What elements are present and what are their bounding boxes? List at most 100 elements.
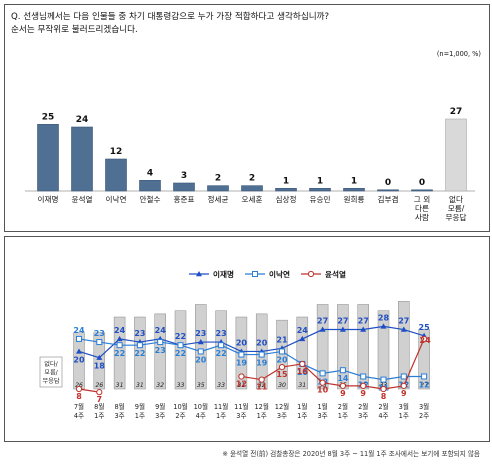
series-1-label-10: 20 — [276, 355, 288, 364]
bar-value-label-3: 4 — [147, 168, 153, 178]
bar-category-label-1: 윤석열 — [72, 194, 93, 204]
series-0-label-6: 23 — [195, 329, 206, 338]
none-bar-value-1: 26 — [95, 382, 103, 389]
top-bar-chart-panel: Q. 선생님께서는 다음 인물들 중 차기 대통령감으로 누가 가장 적합하다고… — [4, 4, 490, 232]
x-label-12-1: 3주 — [317, 412, 327, 420]
series-1-point-16 — [400, 373, 407, 380]
series-1-label-5: 22 — [175, 349, 186, 358]
series-1-point-13 — [339, 367, 346, 374]
bar-category-label-7: 심상정 — [276, 194, 297, 204]
series-2-label-0: 8 — [76, 392, 82, 401]
none-bar-value-0: 26 — [75, 382, 83, 389]
x-label-7-0: 11월 — [214, 402, 228, 411]
series-2-label-14: 9 — [360, 389, 366, 398]
bar-category-label-11-line-2: 사람 — [415, 213, 429, 222]
series-1-point-10 — [279, 348, 285, 355]
series-0-point-16 — [400, 326, 407, 332]
none-bar-value-3: 31 — [136, 382, 144, 389]
none-bar-5 — [174, 310, 187, 390]
series-1-label-0: 24 — [73, 326, 85, 335]
bar-category-label-5-line-0: 정세균 — [208, 194, 229, 204]
bar-category-label-2-line-0: 이낙연 — [106, 194, 127, 204]
none-bar-7 — [215, 310, 227, 390]
series-1-label-1: 23 — [94, 329, 105, 338]
x-label-14-1: 3주 — [358, 412, 368, 420]
bar-category-label-8: 유승민 — [310, 194, 331, 204]
none-bar-legend-line-0: 없다/ — [44, 360, 58, 368]
x-label-4-1: 3주 — [155, 412, 165, 420]
bar-12 — [445, 118, 467, 192]
series-1-point-9 — [258, 351, 265, 358]
bar-1 — [71, 126, 93, 192]
trend-chart-panel: 262631313233353331323031353535333627없다/모… — [4, 236, 490, 442]
none-bar-value-8: 31 — [237, 382, 245, 389]
legend-label-1: 이낙연 — [269, 269, 290, 279]
series-2-label-15: 8 — [381, 392, 387, 401]
series-1-point-6 — [197, 348, 204, 355]
sample-unit-note: (n=1,000, %) — [436, 50, 481, 58]
none-bar-value-10: 30 — [278, 382, 286, 389]
series-1-point-8 — [238, 351, 245, 358]
candidate-bar-chart: 25 이재명 24 윤석열 12 이낙연 4 안철수 3 홍준표 2 정세균 2 오세훈 1 심상정 1 유승민 1… — [25, 107, 475, 222]
series-2-point-14 — [360, 382, 367, 389]
none-bar-value-11: 31 — [298, 382, 306, 389]
series-0-label-11: 24 — [297, 326, 309, 335]
bar-category-label-3-line-0: 안철수 — [140, 194, 161, 204]
question-line-1: Q. 선생님께서는 다음 인물들 중 차기 대통령감으로 누가 가장 적합하다고… — [11, 12, 330, 22]
none-bar-1 — [93, 332, 106, 390]
none-bar-value-17: 27 — [420, 382, 428, 389]
x-label-13-0: 2월 — [338, 402, 348, 411]
bar-value-label-5: 2 — [215, 174, 221, 184]
bar-category-label-11-line-1: 다른 — [415, 204, 429, 213]
series-0-label-7: 23 — [216, 329, 227, 338]
none-bar-value-4: 32 — [156, 382, 164, 389]
none-bar-14 — [357, 304, 369, 390]
none-bar-12 — [316, 304, 329, 390]
series-1-label-2: 22 — [114, 349, 125, 358]
none-bar-legend-line-1: 모름/ — [44, 370, 58, 377]
legend-marker-0 — [196, 271, 202, 277]
bar-category-label-4: 홍준표 — [174, 194, 195, 204]
series-0-label-17: 25 — [419, 323, 431, 332]
series-2-point-11 — [299, 360, 306, 368]
bar-value-label-6: 2 — [249, 174, 255, 184]
series-1-point-3 — [136, 342, 143, 349]
series-2-point-15 — [380, 385, 387, 393]
x-label-10-0: 12월 — [275, 402, 289, 411]
series-2-label-17: 24 — [420, 336, 432, 345]
x-label-3-0: 9월 — [135, 402, 145, 411]
bar-category-label-0: 이재명 — [38, 194, 59, 204]
bar-category-label-12: 없다 모름/무응답 — [446, 195, 467, 222]
series-1-point-1 — [96, 339, 103, 346]
series-1-label-3: 22 — [134, 349, 145, 358]
series-0-label-12: 27 — [317, 317, 328, 326]
series-2-label-12: 10 — [317, 386, 329, 395]
series-1-point-12 — [319, 370, 326, 377]
legend-marker-2 — [307, 270, 315, 278]
x-label-9-1: 1주 — [257, 412, 267, 420]
series-2-point-8 — [238, 373, 245, 380]
bar-category-label-5: 정세균 — [208, 194, 229, 204]
x-label-0-1: 4주 — [74, 412, 84, 420]
x-label-17-1: 2주 — [419, 412, 429, 420]
bar-category-label-2: 이낙연 — [106, 194, 127, 204]
none-bar-3 — [134, 316, 146, 390]
x-label-16-0: 3월 — [399, 402, 409, 411]
series-2-point-0 — [75, 385, 83, 393]
bar-category-label-10: 김부겸 — [378, 194, 399, 204]
series-2-label-16: 9 — [401, 389, 407, 398]
bar-category-label-3: 안철수 — [140, 194, 161, 204]
x-label-7-1: 1주 — [216, 412, 226, 420]
series-2-label-13: 9 — [340, 389, 346, 398]
x-label-9-0: 12월 — [254, 402, 268, 411]
x-label-15-0: 2월 — [378, 402, 388, 411]
bar-4 — [173, 182, 195, 192]
bar-category-label-1-line-0: 윤석열 — [72, 194, 93, 204]
none-bar-11 — [296, 316, 309, 390]
x-label-12-0: 1월 — [317, 402, 327, 411]
series-2-point-12 — [319, 379, 326, 386]
none-bar-6 — [195, 304, 207, 390]
none-bar-legend-line-2: 무응답 — [42, 378, 59, 385]
series-1-label-4: 23 — [155, 346, 166, 355]
question-line-2: 순서는 무작위로 불러드리겠습니다. — [11, 25, 138, 35]
